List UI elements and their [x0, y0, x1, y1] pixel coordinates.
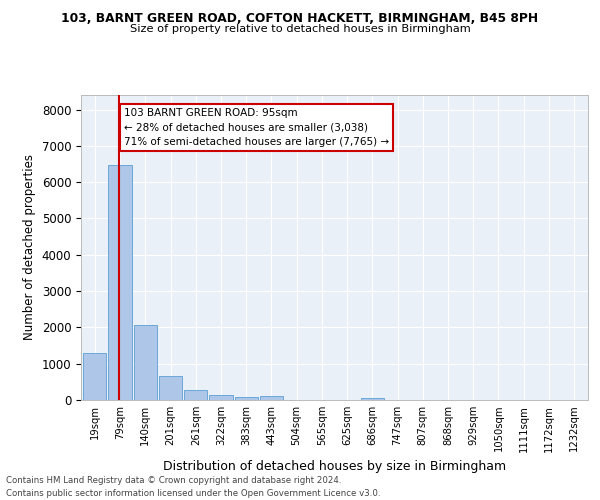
Text: Size of property relative to detached houses in Birmingham: Size of property relative to detached ho… — [130, 24, 470, 34]
Bar — [159, 376, 182, 400]
Bar — [109, 164, 132, 400]
Text: 103 BARNT GREEN ROAD: 95sqm
← 28% of detached houses are smaller (3,038)
71% of : 103 BARNT GREEN ROAD: 95sqm ← 28% of det… — [124, 108, 389, 148]
Bar — [184, 390, 208, 400]
Bar — [260, 396, 283, 400]
Text: Contains HM Land Registry data © Crown copyright and database right 2024.
Contai: Contains HM Land Registry data © Crown c… — [6, 476, 380, 498]
Y-axis label: Number of detached properties: Number of detached properties — [23, 154, 36, 340]
Bar — [209, 396, 233, 400]
Bar — [235, 397, 258, 400]
Bar — [361, 398, 384, 400]
Bar — [83, 353, 106, 400]
Text: 103, BARNT GREEN ROAD, COFTON HACKETT, BIRMINGHAM, B45 8PH: 103, BARNT GREEN ROAD, COFTON HACKETT, B… — [61, 12, 539, 26]
X-axis label: Distribution of detached houses by size in Birmingham: Distribution of detached houses by size … — [163, 460, 506, 473]
Bar — [134, 325, 157, 400]
